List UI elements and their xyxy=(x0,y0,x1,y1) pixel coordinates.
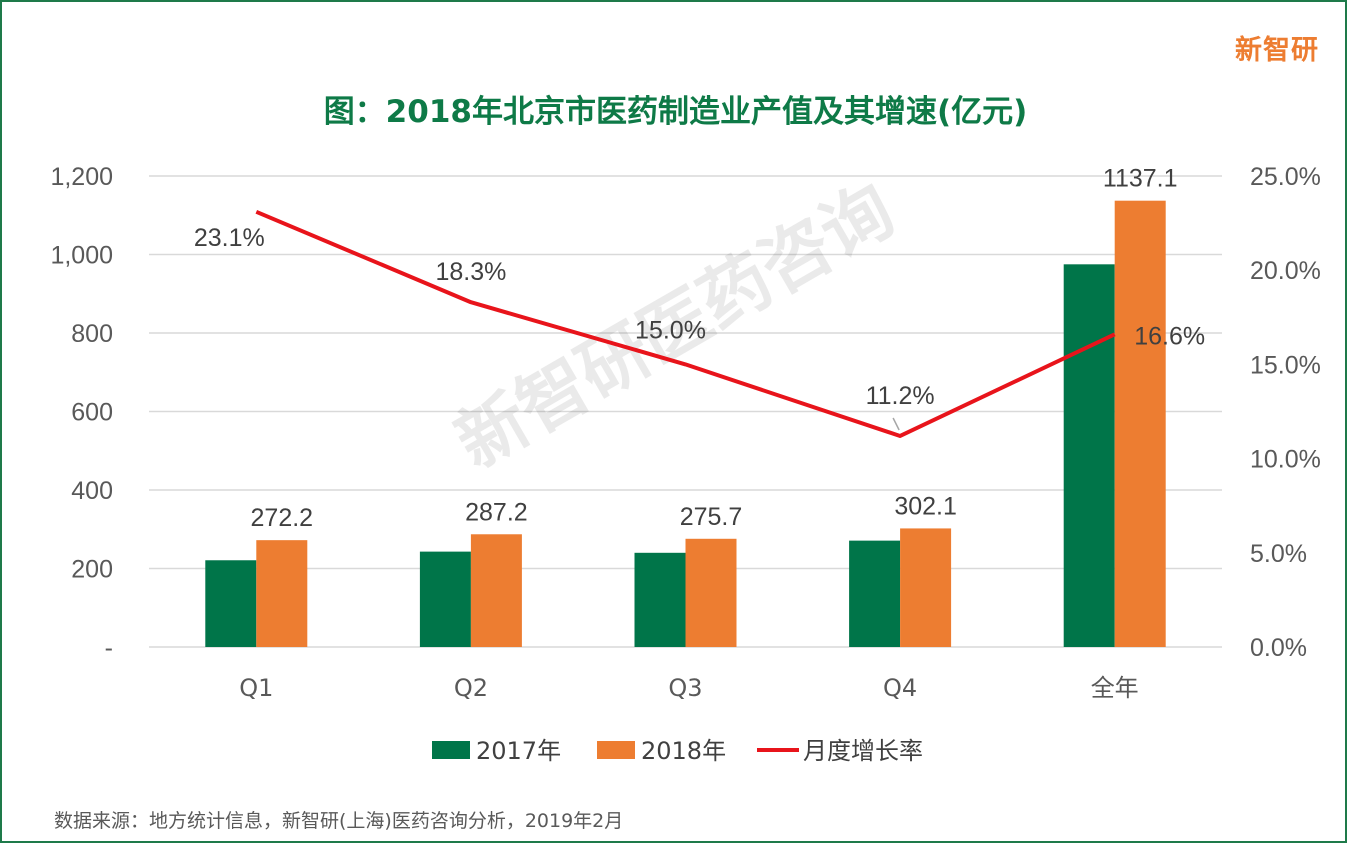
brand-logo: 新智研 xyxy=(1235,35,1319,66)
y-axis-left: - 200 400 600 800 1,000 1,200 xyxy=(50,163,113,662)
y-right-tick-label: 0.0% xyxy=(1250,634,1307,662)
line-data-label: 18.3% xyxy=(435,258,506,286)
legend-label: 2018年 xyxy=(641,737,726,765)
bar-data-label: 287.2 xyxy=(465,498,528,526)
bars xyxy=(205,200,1166,648)
line-data-label: 16.6% xyxy=(1134,322,1205,350)
growth-line-path xyxy=(255,209,1116,438)
line-data-label: 11.2% xyxy=(866,382,935,410)
bar-data-label: 1137.1 xyxy=(1103,165,1178,193)
y-right-tick-label: 15.0% xyxy=(1250,351,1321,379)
x-category-label: Q2 xyxy=(454,674,488,702)
source-note: 数据来源：地方统计信息，新智研(上海)医药咨询分析，2019年2月 xyxy=(54,810,624,832)
bar-2018年 xyxy=(1114,200,1166,648)
bar-2018年 xyxy=(900,528,952,647)
bar-data-label: 302.1 xyxy=(894,492,957,520)
bar-2017年 xyxy=(205,560,257,647)
line-data-label: 15.0% xyxy=(635,316,706,344)
y-left-tick-label: - xyxy=(105,634,113,662)
y-right-tick-label: 25.0% xyxy=(1250,163,1321,191)
x-category-label: 全年 xyxy=(1091,674,1139,702)
bar-data-label: 272.2 xyxy=(251,504,314,532)
bar-data-label: 275.7 xyxy=(680,503,743,531)
y-left-tick-label: 600 xyxy=(71,399,113,427)
bar-2017年 xyxy=(419,551,471,647)
y-right-tick-label: 20.0% xyxy=(1250,257,1321,285)
y-left-tick-label: 200 xyxy=(71,556,113,584)
y-left-tick-label: 800 xyxy=(71,320,113,348)
y-left-tick-label: 400 xyxy=(71,477,113,505)
line-data-label: 23.1% xyxy=(194,224,265,252)
bar-2017年 xyxy=(634,552,686,647)
gridlines xyxy=(149,175,1222,648)
legend-swatch xyxy=(597,741,635,759)
y-right-tick-label: 10.0% xyxy=(1250,446,1321,474)
bar-2018年 xyxy=(256,540,308,647)
bar-2018年 xyxy=(470,534,522,647)
legend-label: 月度增长率 xyxy=(803,737,923,765)
bar-2017年 xyxy=(1063,264,1115,647)
x-category-label: Q4 xyxy=(883,674,917,702)
x-category-label: Q1 xyxy=(239,674,273,702)
data-labels: 272.2 287.2 275.7 302.1 1137.1 23.1% 18.3% 15.0… xyxy=(194,165,1205,532)
y-left-tick-label: 1,000 xyxy=(50,242,113,270)
label-leader-line xyxy=(892,417,900,431)
legend-swatch xyxy=(432,741,470,759)
legend-label: 2017年 xyxy=(476,737,561,765)
chart-title: 图：2018年北京市医药制造业产值及其增速(亿元) xyxy=(323,94,1028,130)
x-axis-categories: Q1 Q2 Q3 Q4 全年 xyxy=(239,674,1138,702)
y-right-tick-label: 5.0% xyxy=(1250,540,1307,568)
bar-2018年 xyxy=(685,538,737,647)
x-category-label: Q3 xyxy=(668,674,702,702)
growth-line xyxy=(255,209,1116,438)
bar-2017年 xyxy=(849,540,901,647)
legend: 2017年 2018年 月度增长率 xyxy=(432,737,923,765)
y-axis-right: 0.0% 5.0% 10.0% 15.0% 20.0% 25.0% xyxy=(1250,163,1321,662)
y-left-tick-label: 1,200 xyxy=(50,163,113,191)
